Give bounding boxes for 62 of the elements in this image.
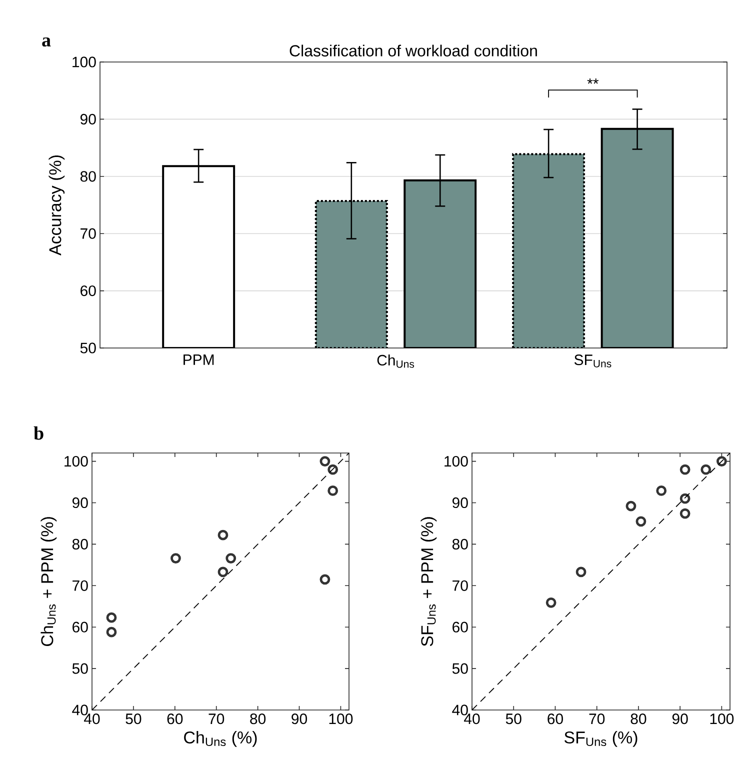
y-tick-label: 60 <box>452 622 468 632</box>
y-axis-title: Ch$_{Uns}$ + PPM (%) <box>40 517 57 646</box>
x-axis-title: SF$_{Uns}$ (%) <box>564 731 638 747</box>
y-tick-label: 40 <box>452 704 468 716</box>
chart-title: Classification of workload condition <box>290 44 537 56</box>
point <box>680 508 690 519</box>
x-tick-label: 100 <box>710 714 734 724</box>
y-tick-label: 80 <box>72 538 88 550</box>
y-tick-label: 100 <box>72 56 96 68</box>
annotation: ** <box>587 78 599 84</box>
y-tick-label: 90 <box>80 114 96 124</box>
y-tick-label: 50 <box>80 342 96 354</box>
point <box>680 464 690 475</box>
point <box>320 574 330 585</box>
point <box>328 486 338 496</box>
x-tick-label: 90 <box>292 714 307 724</box>
point <box>218 530 228 540</box>
point <box>218 566 228 578</box>
x-tick-label: PPM <box>184 354 214 365</box>
y-tick-label: 70 <box>452 580 468 591</box>
y-axis-title: Accuracy (%) <box>48 156 65 256</box>
y-tick-label: 60 <box>72 622 88 632</box>
x-tick-label: 70 <box>589 714 605 724</box>
y-tick-label: 90 <box>72 497 88 508</box>
y-tick-label: 70 <box>80 228 96 239</box>
x-tick-label: 90 <box>672 714 688 724</box>
point <box>106 626 117 638</box>
x-tick-label: 100 <box>329 714 353 724</box>
text: a <box>42 37 51 47</box>
y-tick-label: 90 <box>452 497 468 508</box>
y-axis-title: SF$_{Uns}$ + PPM (%) <box>420 517 437 646</box>
point <box>680 493 690 504</box>
point <box>546 597 556 608</box>
x-tick-label: 80 <box>250 714 266 724</box>
point <box>636 516 646 527</box>
y-tick-label: 70 <box>72 580 88 591</box>
point <box>576 566 586 578</box>
x-tick-label: 80 <box>630 714 646 724</box>
x-tick-label: SF$_{Uns}$ <box>574 354 612 368</box>
x-axis-title: Ch$_{Uns}$ (%) <box>184 731 257 747</box>
x-tick-label: 70 <box>208 714 224 724</box>
y-tick-label: 80 <box>80 171 96 182</box>
x-tick-label: 60 <box>167 714 183 724</box>
point <box>656 486 667 496</box>
x-tick-label: 50 <box>506 714 522 724</box>
y-tick-label: 50 <box>452 663 468 674</box>
x-tick-label: 60 <box>548 714 563 724</box>
y-tick-label: 40 <box>72 704 88 716</box>
y-tick-label: 100 <box>64 456 88 467</box>
x-tick-label: 40 <box>464 714 480 724</box>
point <box>106 612 117 623</box>
x-tick-label: 50 <box>126 714 142 724</box>
point <box>626 500 636 512</box>
text: b <box>34 426 44 440</box>
y-tick-label: 60 <box>80 285 96 296</box>
point <box>320 456 330 466</box>
y-tick-label: 80 <box>452 538 468 550</box>
y-tick-label: 100 <box>444 456 468 467</box>
point <box>170 553 181 564</box>
x-tick-label: Ch$_{Uns}$ <box>377 354 414 368</box>
point <box>226 553 236 564</box>
y-tick-label: 50 <box>72 663 88 674</box>
